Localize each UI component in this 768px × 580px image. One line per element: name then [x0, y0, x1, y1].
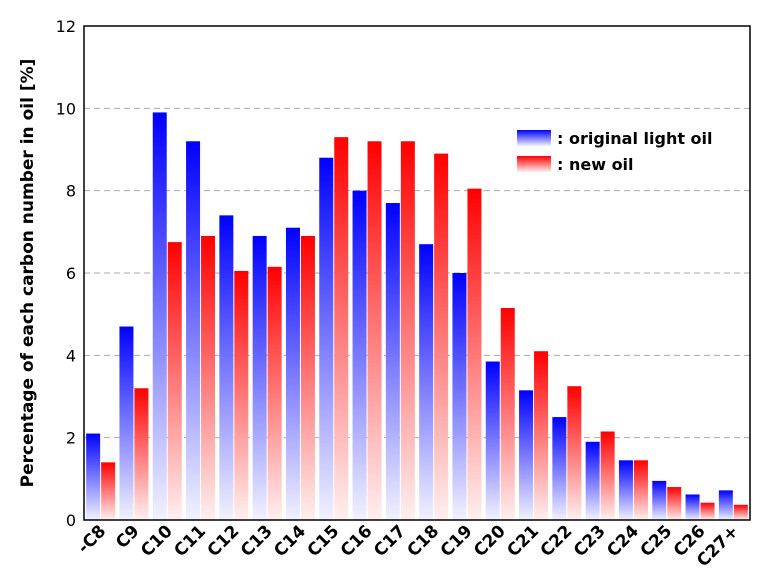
bar-original-light-oil: [152, 112, 167, 520]
x-tick-label: C12: [204, 521, 244, 561]
bar-original-light-oil: [485, 361, 500, 520]
bar-new-oil: [633, 460, 648, 520]
bar-new-oil: [400, 141, 415, 520]
x-tick-label: C20: [470, 521, 510, 561]
bar-new-oil: [300, 235, 315, 520]
legend-swatch: [517, 130, 551, 146]
bar-new-oil: [267, 266, 282, 520]
x-tick-label: C14: [270, 521, 310, 561]
x-tick-label: C21: [503, 521, 543, 561]
bar-original-light-oil: [385, 203, 400, 520]
legend-label: : new oil: [557, 155, 634, 174]
bar-new-oil: [467, 188, 482, 520]
y-tick-label: 6: [66, 264, 76, 283]
bar-original-light-oil: [618, 460, 633, 520]
bar-original-light-oil: [319, 157, 334, 520]
bar-original-light-oil: [86, 433, 101, 520]
bar-new-oil: [534, 351, 549, 520]
bar-original-light-oil: [718, 490, 733, 520]
x-tick-label: C18: [403, 521, 443, 561]
bar-new-oil: [600, 431, 615, 520]
bar-original-light-oil: [652, 480, 667, 520]
bar-new-oil: [167, 242, 182, 520]
x-tick-label: C16: [337, 521, 377, 561]
bar-new-oil: [567, 386, 582, 520]
bar-new-oil: [434, 153, 449, 520]
bar-new-oil: [500, 307, 515, 520]
x-tick-label: C11: [170, 521, 210, 561]
bar-new-oil: [101, 462, 116, 520]
x-tick-label: C17: [370, 521, 410, 561]
legend-item-new-oil: : new oil: [517, 155, 634, 174]
x-tick-label: C24: [603, 521, 643, 561]
bar-original-light-oil: [685, 494, 700, 520]
x-tick-label: C22: [537, 521, 577, 561]
y-tick-labels: 0 2 4 6 8 10 12: [56, 17, 76, 530]
x-tick-labels: -C8 C9C10C11C12C13C14C15C16C17C18C19C20C2…: [74, 521, 743, 571]
bar-original-light-oil: [519, 390, 534, 520]
bar-original-light-oil: [352, 190, 367, 520]
bar-new-oil: [134, 388, 149, 520]
bar-new-oil: [201, 235, 216, 520]
bar-new-oil: [733, 504, 748, 520]
y-tick-label: 4: [66, 346, 76, 365]
bar-original-light-oil: [585, 441, 600, 520]
bar-original-light-oil: [419, 244, 434, 520]
bar-original-light-oil: [452, 273, 467, 520]
legend-label: : original light oil: [557, 129, 713, 148]
bar-original-light-oil: [119, 326, 134, 520]
grid-lines: [84, 107, 750, 439]
bar-new-oil: [667, 487, 682, 520]
bar-original-light-oil: [219, 215, 234, 520]
x-tick-label: C19: [437, 521, 477, 561]
x-tick-label: C10: [137, 521, 177, 561]
x-tick-label: C15: [304, 521, 344, 561]
bar-original-light-oil: [186, 141, 201, 520]
y-tick-label: 10: [56, 99, 76, 118]
bar-new-oil: [234, 270, 249, 520]
y-tick-label: 0: [66, 511, 76, 530]
x-tick-label: -C8: [74, 521, 110, 557]
legend-item-original-light-oil: : original light oil: [517, 129, 713, 148]
bar-original-light-oil: [285, 227, 300, 520]
bar-new-oil: [367, 141, 382, 520]
y-tick-label: 8: [66, 182, 76, 201]
plot-frame: [83, 25, 751, 521]
y-tick-label: 12: [56, 17, 76, 36]
legend: : original light oil : new oil: [517, 129, 713, 174]
legend-swatch: [517, 156, 551, 172]
bar-new-oil: [700, 502, 715, 520]
x-tick-label: C23: [570, 521, 610, 561]
bars-group: [86, 112, 748, 520]
x-tick-label: C13: [237, 521, 277, 561]
bar-new-oil: [334, 137, 349, 520]
y-axis-label: Percentage of each carbon number in oil …: [18, 59, 38, 488]
bar-original-light-oil: [252, 235, 267, 520]
x-tick-label: C25: [637, 521, 677, 561]
bar-original-light-oil: [552, 417, 567, 520]
y-tick-label: 2: [66, 429, 76, 448]
